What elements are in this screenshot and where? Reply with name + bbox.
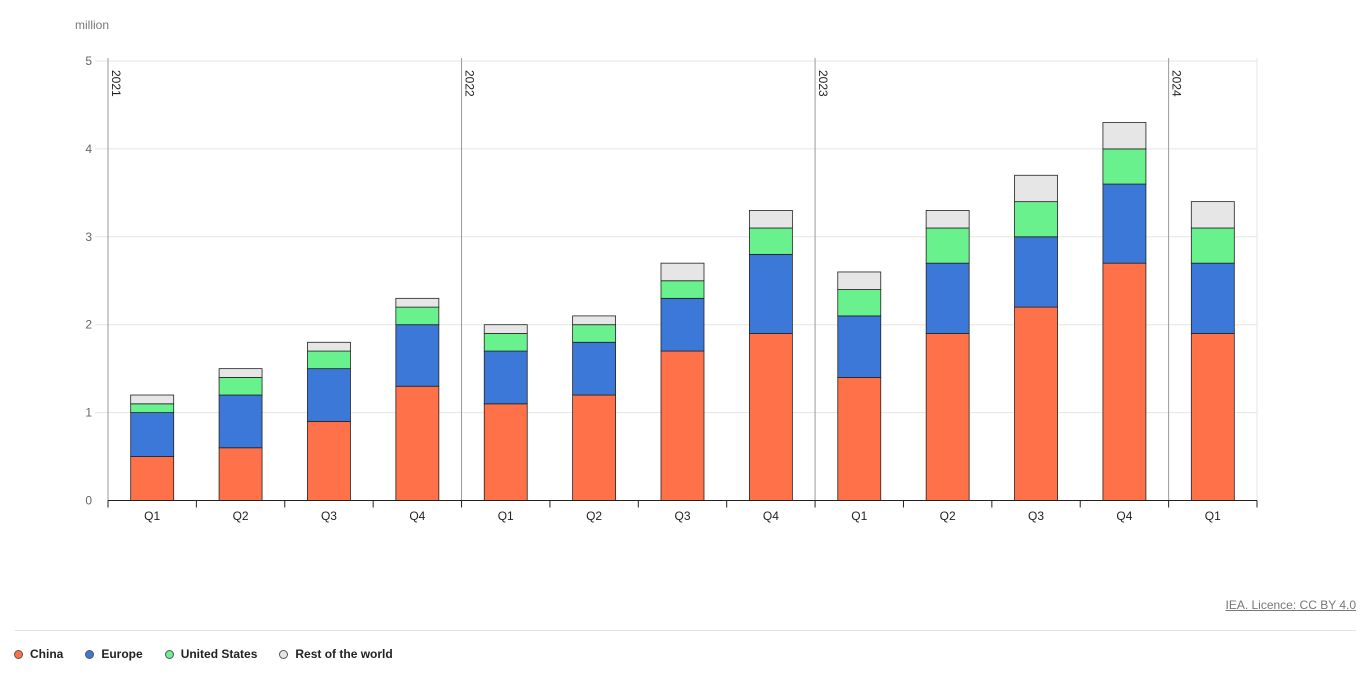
legend-label-united-states: United States <box>180 647 258 661</box>
x-tick-label: Q3 <box>321 509 337 523</box>
bar-segment-china <box>395 385 440 501</box>
x-tick-label: Q4 <box>1116 509 1132 523</box>
license-link[interactable]: IEA. Licence: CC BY 4.0 <box>1225 598 1356 612</box>
bar-segment-europe <box>130 412 175 457</box>
bar-segment-europe <box>307 368 351 422</box>
bar-segment-china <box>660 350 705 501</box>
bar-segment-europe <box>1014 236 1058 308</box>
bar-segment-china <box>307 420 351 501</box>
legend-divider <box>15 630 1356 631</box>
legend-item-europe[interactable]: Europe <box>85 647 143 661</box>
x-tick-label: Q2 <box>233 509 249 523</box>
year-label: 2021 <box>109 70 123 97</box>
axes: 0 1 2 3 4 5 Q1 Q2 Q3 Q4 Q1 Q2 Q3 Q4 Q1 Q2 Q3 Q4 Q1 <box>85 54 1258 523</box>
bar-segment-united-states <box>130 403 175 413</box>
bar-segment-europe <box>837 315 882 378</box>
bar-segment-rest-of-the-world <box>395 297 440 308</box>
legend-item-china[interactable]: China <box>14 647 63 661</box>
year-separators: 2021 2022 2023 2024 <box>107 58 1258 501</box>
year-label: 2023 <box>816 70 830 97</box>
bar-segment-china <box>218 447 263 501</box>
x-tick-label: Q1 <box>1205 509 1221 523</box>
bar-segment-rest-of-the-world <box>1102 122 1147 150</box>
x-tick-label: Q2 <box>586 509 602 523</box>
legend: China Europe United States Rest of the w… <box>14 647 393 661</box>
legend-swatch-united-states <box>164 649 174 659</box>
bar-segment-united-states <box>925 227 970 264</box>
bar-segment-china <box>1014 306 1058 501</box>
year-label: 2022 <box>463 70 477 97</box>
y-tick-label: 5 <box>85 54 92 68</box>
legend-label-europe: Europe <box>101 647 143 661</box>
bar-segment-china <box>1190 333 1235 501</box>
y-tick-label: 2 <box>85 318 92 332</box>
bar-segment-rest-of-the-world <box>572 315 617 326</box>
bar-segment-europe <box>572 341 617 396</box>
bar-segment-europe <box>1102 183 1147 264</box>
y-tick-label: 4 <box>85 142 92 156</box>
bar-segment-united-states <box>837 289 882 317</box>
x-tick-label: Q1 <box>144 509 160 523</box>
bar-segment-rest-of-the-world <box>1014 174 1058 203</box>
bar-segment-united-states <box>218 377 263 396</box>
bar-segment-china <box>483 403 528 501</box>
grid-lines <box>95 60 1257 414</box>
bar-segment-rest-of-the-world <box>748 210 793 229</box>
bar-segment-europe <box>925 262 970 334</box>
legend-label-china: China <box>30 647 64 661</box>
legend-swatch-rest-of-world <box>279 649 289 659</box>
stacked-bar-chart: 2021 2022 2023 2024 0 1 2 3 4 5 Q1 Q2 Q3 Q4 Q1 Q2 Q3 Q4 Q… <box>75 18 1258 523</box>
legend-item-rest-of-world[interactable]: Rest of the world <box>279 647 393 661</box>
x-tick-label: Q4 <box>409 509 425 523</box>
bar-segment-europe <box>1190 262 1235 334</box>
y-tick-label: 0 <box>85 494 92 508</box>
bar-segment-united-states <box>395 306 440 326</box>
bar-segment-rest-of-the-world <box>837 271 882 290</box>
y-tick-label: 1 <box>85 406 92 420</box>
bar-segment-united-states <box>572 324 617 343</box>
bar-segment-united-states <box>1190 227 1235 264</box>
bar-segment-united-states <box>748 227 793 255</box>
bar-segment-united-states <box>1102 148 1147 185</box>
bars <box>130 122 1235 501</box>
bar-segment-europe <box>218 394 263 449</box>
bar-segment-united-states <box>1014 201 1058 238</box>
bar-segment-china <box>837 377 882 501</box>
bar-segment-china <box>925 333 970 501</box>
y-tick-label: 3 <box>85 230 92 244</box>
legend-label-rest-of-world: Rest of the world <box>295 647 393 661</box>
legend-item-united-states[interactable]: United States <box>164 647 258 661</box>
bar-segment-rest-of-the-world <box>130 394 175 405</box>
x-tick-label: Q3 <box>1028 509 1044 523</box>
x-tick-label: Q2 <box>940 509 956 523</box>
bar-segment-united-states <box>307 350 351 370</box>
bar-segment-europe <box>660 297 705 352</box>
bar-segment-rest-of-the-world <box>925 210 970 229</box>
bar-segment-china <box>572 394 617 501</box>
bar-segment-rest-of-the-world <box>218 368 263 378</box>
bar-segment-united-states <box>483 333 528 352</box>
bar-segment-china <box>748 333 793 501</box>
bar-segment-rest-of-the-world <box>1190 201 1235 229</box>
y-axis-unit-label: million <box>75 18 109 32</box>
bar-segment-rest-of-the-world <box>660 262 705 282</box>
bar-segment-europe <box>395 324 440 387</box>
bar-segment-europe <box>748 253 793 334</box>
bar-segment-china <box>1102 262 1147 501</box>
bar-segment-rest-of-the-world <box>307 341 351 352</box>
legend-swatch-europe <box>85 649 95 659</box>
x-tick-label: Q3 <box>674 509 690 523</box>
x-tick-label: Q4 <box>763 509 779 523</box>
legend-swatch-china <box>14 649 23 659</box>
bar-segment-united-states <box>660 280 705 299</box>
bar-segment-rest-of-the-world <box>483 324 528 334</box>
x-tick-label: Q1 <box>498 509 514 523</box>
x-tick-label: Q1 <box>851 509 867 523</box>
bar-segment-china <box>130 456 175 501</box>
bar-segment-europe <box>483 350 528 405</box>
year-label: 2024 <box>1170 70 1184 97</box>
